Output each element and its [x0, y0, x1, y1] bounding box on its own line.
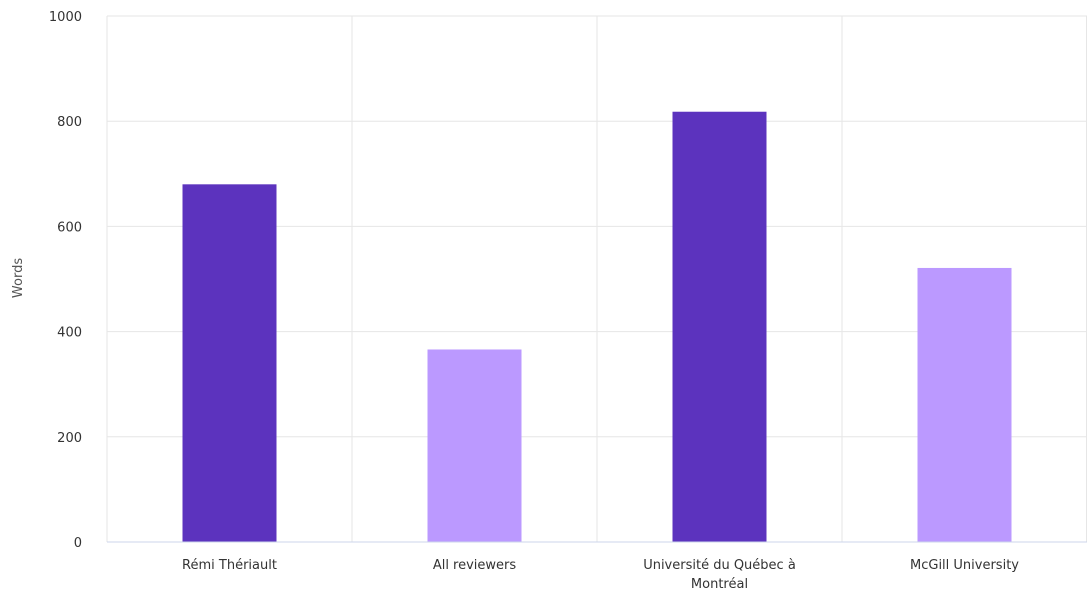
x-tick-label: Rémi Thériault	[182, 558, 277, 573]
x-tick-label: McGill University	[910, 558, 1019, 573]
bar-2	[427, 349, 522, 542]
bar-1	[182, 184, 277, 542]
y-tick-labels: 0 200 400 600 800 1000	[49, 10, 82, 551]
x-tick-label: All reviewers	[433, 558, 517, 573]
y-tick-label: 200	[57, 431, 82, 446]
y-tick-label: 600	[57, 220, 82, 235]
x-tick-labels: Rémi Thériault All reviewers Université du…	[182, 558, 1019, 592]
x-tick-label: Université du Québec à Montréal	[643, 558, 796, 592]
y-tick-label: 800	[57, 115, 82, 130]
y-tick-label: 1000	[49, 10, 82, 25]
y-tick-label: 0	[74, 536, 82, 551]
y-axis-title: Words	[11, 258, 26, 298]
bars-layer	[182, 111, 1012, 543]
bar-4	[917, 267, 1012, 542]
y-tick-label: 400	[57, 326, 82, 341]
bar-3	[672, 111, 767, 543]
